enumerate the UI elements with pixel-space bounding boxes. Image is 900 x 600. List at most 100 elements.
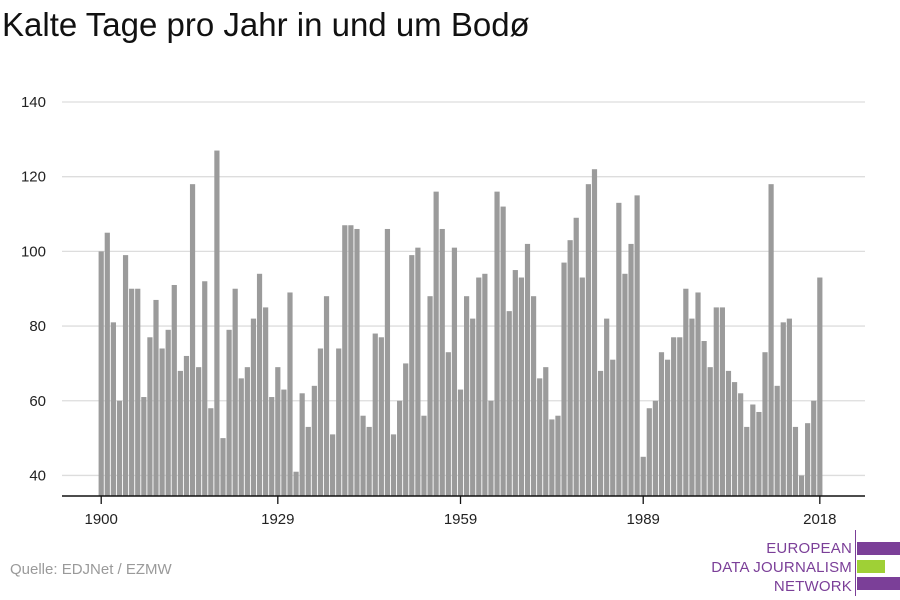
bar-1902 — [110, 322, 116, 496]
bar-1951 — [409, 255, 415, 496]
bar-1985 — [616, 202, 622, 497]
bar-1965 — [494, 191, 500, 497]
bar-1903 — [116, 400, 123, 496]
bar-1954 — [427, 296, 433, 496]
y-tick-label: 40 — [29, 467, 46, 484]
bar-1966 — [500, 206, 506, 496]
logo-bar-purple-top — [857, 542, 900, 555]
bar-1910 — [159, 348, 165, 496]
bar-1988 — [634, 195, 640, 496]
bar-1909 — [153, 299, 159, 496]
y-tick-label: 60 — [29, 393, 46, 410]
x-tick-label: 1989 — [627, 511, 660, 528]
bar-1912 — [171, 284, 177, 496]
bar-1931 — [287, 292, 293, 496]
bars — [98, 150, 823, 497]
logo-line-data-journalism: DATA JOURNALISM — [711, 559, 852, 576]
bar-1970 — [524, 243, 531, 496]
bar-1924 — [244, 367, 250, 496]
bar-2000 — [707, 367, 713, 496]
bar-1973 — [543, 367, 549, 496]
bar-1957 — [445, 352, 451, 496]
bar-1932 — [293, 471, 299, 496]
bar-2001 — [713, 307, 719, 496]
y-axis: 40 60 80 100 120 140 — [21, 94, 46, 484]
bar-1913 — [177, 370, 183, 496]
bar-1991 — [652, 400, 658, 496]
bar-1971 — [530, 296, 537, 496]
bar-1963 — [482, 273, 488, 496]
bar-1946 — [378, 337, 384, 496]
bar-1993 — [664, 359, 671, 496]
bar-2016 — [805, 423, 811, 496]
bar-1982 — [597, 370, 604, 496]
bar-1972 — [537, 378, 543, 496]
bar-1942 — [354, 228, 360, 496]
bar-1964 — [488, 400, 494, 496]
bar-1962 — [476, 277, 482, 496]
bar-2011 — [774, 385, 780, 496]
bar-1974 — [549, 419, 555, 496]
bar-1935 — [311, 385, 317, 496]
bar-1981 — [591, 169, 598, 496]
logo-rule — [855, 530, 856, 596]
bar-1949 — [397, 400, 403, 496]
y-tick-label: 100 — [21, 243, 46, 260]
x-tick-label: 1929 — [261, 511, 294, 528]
bar-2012 — [780, 322, 786, 496]
bar-1989 — [640, 456, 646, 496]
bar-1999 — [701, 341, 707, 496]
bar-1944 — [366, 426, 372, 496]
bar-1908 — [147, 337, 153, 496]
bar-1968 — [512, 270, 518, 496]
y-tick-label: 140 — [21, 94, 46, 111]
bar-1915 — [189, 184, 196, 496]
bar-1955 — [433, 191, 439, 497]
bar-1921 — [226, 329, 232, 496]
bar-1941 — [348, 225, 354, 496]
bar-1960 — [464, 296, 470, 496]
bar-1930 — [281, 389, 287, 496]
bar-2013 — [786, 318, 792, 496]
bar-2010 — [768, 184, 774, 496]
bar-2006 — [744, 426, 750, 496]
bar-1967 — [506, 311, 512, 496]
bar-1927 — [263, 307, 269, 496]
bar-2014 — [792, 426, 799, 496]
x-tick-label: 1900 — [85, 511, 118, 528]
bar-1979 — [579, 277, 585, 496]
bar-1977 — [567, 240, 573, 496]
bar-1998 — [695, 292, 701, 496]
bar-1926 — [256, 273, 263, 496]
bar-1904 — [122, 255, 129, 496]
bar-1995 — [677, 337, 683, 496]
y-tick-label: 120 — [21, 169, 46, 186]
bar-1919 — [214, 150, 220, 497]
bar-1978 — [573, 217, 579, 496]
bar-1934 — [305, 426, 311, 496]
bar-1929 — [275, 367, 281, 496]
bar-1938 — [330, 434, 336, 496]
bar-1937 — [323, 296, 330, 496]
bar-1911 — [165, 329, 171, 496]
bar-1980 — [585, 184, 591, 496]
chart-title: Kalte Tage pro Jahr in und um Bodø — [2, 6, 530, 43]
x-tick-label: 1959 — [444, 511, 477, 528]
bar-1939 — [336, 348, 342, 496]
bar-1996 — [683, 288, 689, 496]
logo-line-network: NETWORK — [773, 578, 852, 595]
bar-1917 — [202, 281, 208, 496]
bar-1997 — [689, 318, 695, 496]
bar-1994 — [671, 337, 677, 496]
bar-2017 — [811, 400, 817, 496]
bar-1958 — [451, 247, 458, 496]
bar-1992 — [658, 352, 665, 496]
bar-1943 — [360, 415, 366, 496]
bar-1933 — [299, 393, 305, 496]
bar-1983 — [604, 318, 610, 496]
bar-1900 — [98, 251, 104, 496]
bar-1923 — [238, 378, 244, 496]
bar-chart: 40 60 80 100 120 140 1900 1929 1959 1989 2018 — [21, 94, 865, 528]
x-tick-label: 2018 — [803, 511, 836, 528]
bar-2008 — [756, 411, 762, 496]
